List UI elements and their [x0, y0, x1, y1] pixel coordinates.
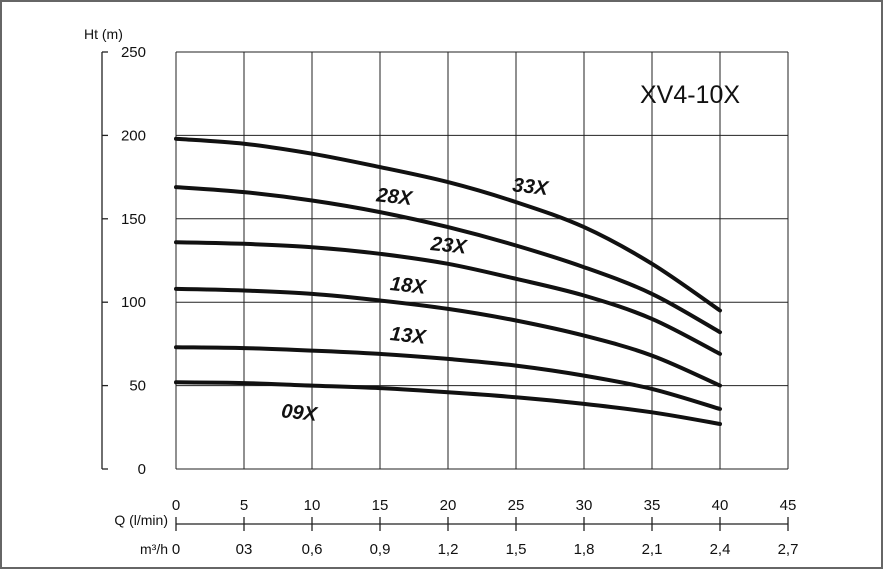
- y-tick-label: 50: [129, 378, 146, 395]
- x-tick-label: 35: [644, 497, 661, 514]
- x2-tick-label: 2,1: [642, 541, 663, 558]
- x2-tick-label: 1,8: [574, 541, 595, 558]
- x2-axis-title: m³/h: [140, 541, 168, 557]
- x-axis-flow-lmin: 0 5 10 15 20 25 30 35 40 45: [172, 497, 797, 531]
- y-tick-label: 200: [121, 127, 146, 144]
- x-tick-label: 40: [712, 497, 729, 514]
- series-label-33x: 33X: [511, 174, 550, 200]
- x-tick-label: 45: [780, 497, 797, 514]
- curve-28x: [174, 185, 722, 335]
- curve-33x: [174, 136, 722, 313]
- series-label-23x: 23X: [429, 233, 469, 259]
- x-tick-label: 0: [172, 497, 180, 514]
- curves: [174, 136, 722, 426]
- curve-13x: [174, 345, 722, 411]
- x-tick-label: 15: [372, 497, 389, 514]
- x2-tick-label: 2,7: [778, 541, 799, 558]
- x2-tick-label: 0,9: [370, 541, 391, 558]
- curve-09x: [174, 380, 722, 426]
- x-tick-label: 30: [576, 497, 593, 514]
- series-label-28x: 28X: [374, 184, 414, 210]
- x2-tick-label: 0: [172, 541, 180, 558]
- y-axis: 0 50 100 150 200 250: [101, 44, 146, 478]
- x2-tick-label: 03: [236, 541, 253, 558]
- x2-tick-label: 0,6: [302, 541, 323, 558]
- series-label-18x: 18X: [389, 273, 428, 299]
- y-tick-label: 0: [138, 461, 146, 478]
- x-tick-label: 20: [440, 497, 457, 514]
- series-label-09x: 09X: [280, 400, 319, 426]
- x-tick-label: 10: [304, 497, 321, 514]
- x-axis-title: Q (l/min): [114, 512, 168, 528]
- y-tick-label: 250: [121, 44, 146, 61]
- model-title: XV4-10X: [640, 81, 740, 109]
- x-axis-flow-m3h: 0 03 0,6 0,9 1,2 1,5 1,8 2,1 2,4 2,7: [172, 541, 799, 558]
- x2-tick-label: 1,2: [438, 541, 459, 558]
- y-axis-title: Ht (m): [84, 26, 123, 42]
- x2-tick-label: 2,4: [710, 541, 731, 558]
- x2-tick-label: 1,5: [506, 541, 527, 558]
- y-tick-label: 100: [121, 294, 146, 311]
- y-tick-label: 150: [121, 211, 146, 228]
- series-label-13x: 13X: [389, 323, 428, 349]
- x-tick-label: 25: [508, 497, 525, 514]
- x-tick-label: 5: [240, 497, 248, 514]
- curve-18x: [174, 286, 722, 388]
- curve-23x: [174, 240, 722, 356]
